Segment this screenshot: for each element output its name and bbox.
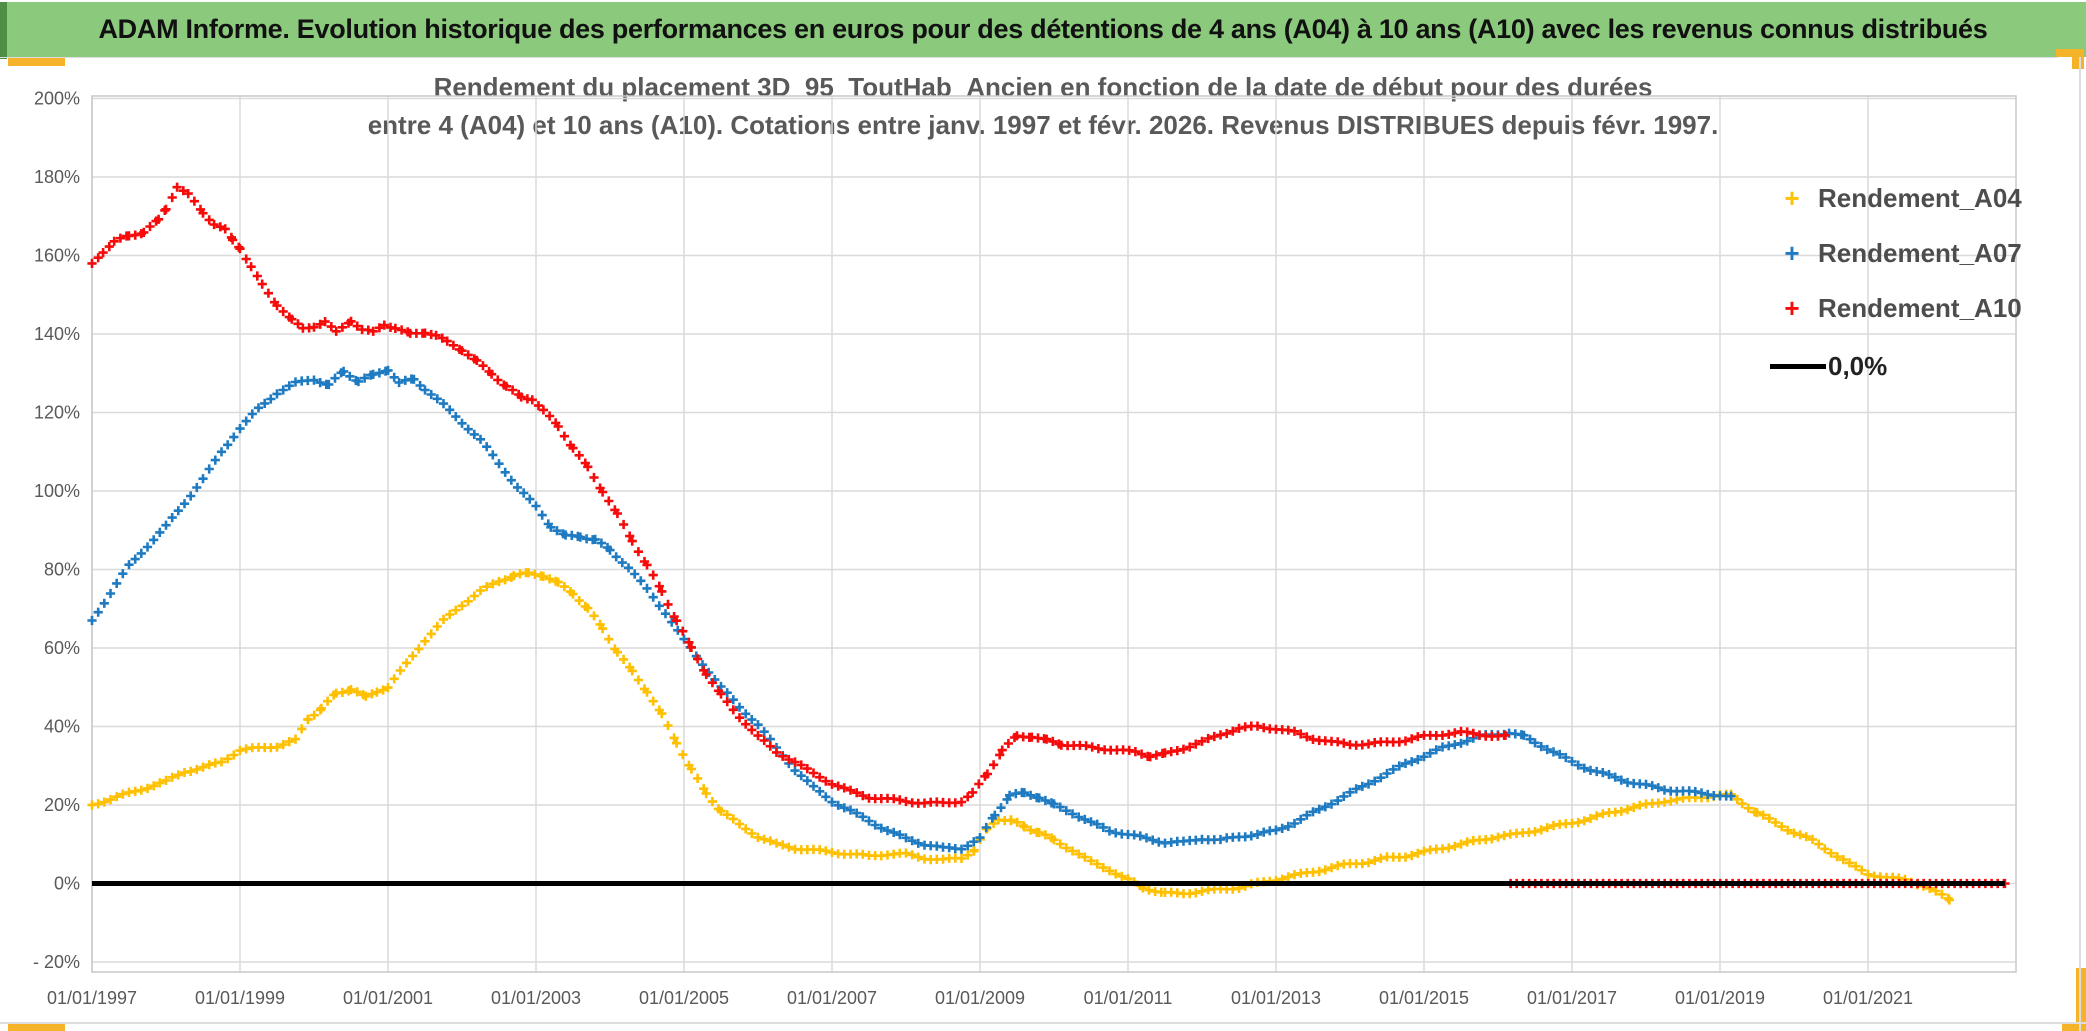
x-tick-label: 01/01/2011 xyxy=(1084,988,1173,1008)
plus-marker-icon: + xyxy=(1784,182,1800,213)
border-accent-bottom-left xyxy=(8,1022,65,1031)
y-tick-label: 200% xyxy=(34,89,80,109)
y-tick-label: 120% xyxy=(34,403,80,423)
x-tick-label: 01/01/1997 xyxy=(47,988,137,1008)
banner-underline xyxy=(0,57,2058,58)
chart-canvas[interactable]: 200% 180% 160% 140% 120% 100% 80% 60% 40% 20% 0% - … xyxy=(0,57,2086,1031)
border-accent-bottom-right-h xyxy=(2062,1022,2086,1031)
x-axis-labels: 01/01/1997 01/01/1999 01/01/2001 01/01/2003… xyxy=(47,988,1913,1008)
title-banner: ADAM Informe. Evolution historique des p… xyxy=(0,0,2086,59)
x-tick-label: 01/01/2013 xyxy=(1231,988,1321,1008)
chart-title-line1: Rendement du placement 3D_95_ToutHab_Anc… xyxy=(433,72,1653,102)
legend-item-rendement-a07[interactable]: + Rendement_A07 xyxy=(1770,233,2022,273)
page-border-right xyxy=(2079,57,2081,1031)
y-tick-label: 20% xyxy=(44,795,80,815)
border-accent-top-left xyxy=(8,57,65,66)
chart-title-line2: entre 4 (A04) et 10 ans (A10). Cotations… xyxy=(367,110,1719,140)
series-rendement-a10[interactable] xyxy=(87,182,2010,889)
x-tick-label: 01/01/2021 xyxy=(1823,988,1913,1008)
x-tick-label: 01/01/2009 xyxy=(935,988,1025,1008)
y-tick-label: 140% xyxy=(34,324,80,344)
x-tick-label: 01/01/2007 xyxy=(787,988,877,1008)
y-tick-label: 40% xyxy=(44,717,80,737)
legend-label: 0,0% xyxy=(1828,350,1888,381)
series-rendement-a04[interactable] xyxy=(87,568,1954,905)
legend-item-rendement-a10[interactable]: + Rendement_A10 xyxy=(1770,288,2022,328)
plus-marker-icon: + xyxy=(1784,237,1800,268)
banner-left-edge xyxy=(0,2,7,59)
x-tick-label: 01/01/2015 xyxy=(1379,988,1469,1008)
y-tick-label: 160% xyxy=(34,246,80,266)
y-tick-label: 80% xyxy=(44,560,80,580)
y-tick-label: 100% xyxy=(34,481,80,501)
x-tick-label: 01/01/2001 xyxy=(343,988,433,1008)
plot-border xyxy=(91,95,2017,973)
chart-legend: + Rendement_A04 + Rendement_A07 + Rendem… xyxy=(1770,170,2070,400)
legend-item-rendement-a04[interactable]: + Rendement_A04 xyxy=(1770,178,2022,218)
legend-label: Rendement_A10 xyxy=(1818,292,2022,323)
x-tick-label: 01/01/2019 xyxy=(1675,988,1765,1008)
y-axis-labels: 200% 180% 160% 140% 120% 100% 80% 60% 40% 20% 0% - … xyxy=(33,89,80,973)
legend-item-zero-line[interactable]: 0,0% xyxy=(1770,346,1887,386)
series-rendement-a07[interactable] xyxy=(87,365,1736,854)
y-tick-label: 180% xyxy=(34,167,80,187)
page-border-bottom xyxy=(0,1022,2086,1024)
plus-marker-icon: + xyxy=(1784,292,1800,323)
banner-title: ADAM Informe. Evolution historique des p… xyxy=(98,14,1988,44)
zero-line-swatch-icon xyxy=(1770,363,1826,369)
x-tick-label: 01/01/2005 xyxy=(639,988,729,1008)
y-tick-label: 60% xyxy=(44,638,80,658)
y-tick-label: 0% xyxy=(54,874,80,894)
x-tick-label: 01/01/1999 xyxy=(195,988,285,1008)
x-tick-label: 01/01/2017 xyxy=(1527,988,1617,1008)
legend-label: Rendement_A04 xyxy=(1818,182,2022,213)
legend-label: Rendement_A07 xyxy=(1818,237,2022,268)
x-tick-label: 01/01/2003 xyxy=(491,988,581,1008)
border-accent-top-right-h xyxy=(2056,49,2084,57)
border-accent-top-right-v xyxy=(2072,49,2084,69)
y-tick-label: - 20% xyxy=(33,952,80,972)
border-accent-bottom-right-v xyxy=(2076,968,2086,1031)
